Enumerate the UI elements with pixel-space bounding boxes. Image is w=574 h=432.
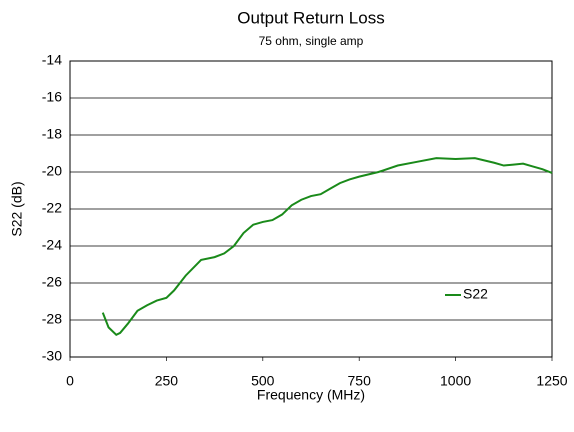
y-tick-label: -30 [42, 348, 62, 364]
y-tick-label: -26 [42, 274, 62, 290]
x-tick-label: 1000 [440, 373, 471, 389]
x-tick-label: 0 [66, 373, 74, 389]
x-tick-label: 500 [251, 373, 275, 389]
x-axis-label: Frequency (MHz) [257, 387, 365, 403]
series-line [101, 157, 553, 337]
x-tick-label: 1250 [536, 373, 567, 389]
chart-title: Output Return Loss [237, 8, 384, 27]
y-tick-label: -28 [42, 311, 62, 327]
y-tick-label: -22 [42, 200, 62, 216]
x-tick-label: 250 [155, 373, 179, 389]
legend-label: S22 [463, 286, 488, 302]
y-tick-label: -16 [42, 89, 62, 105]
y-tick-label: -24 [42, 237, 62, 253]
y-axis-label: S22 (dB) [9, 181, 25, 236]
x-tick-label: 750 [348, 373, 372, 389]
plot-frame [69, 60, 553, 358]
y-tick-label: -20 [42, 163, 62, 179]
y-tick-label: -14 [42, 52, 62, 68]
y-tick-label: -18 [42, 126, 62, 142]
chart-subtitle: 75 ohm, single amp [259, 34, 364, 48]
